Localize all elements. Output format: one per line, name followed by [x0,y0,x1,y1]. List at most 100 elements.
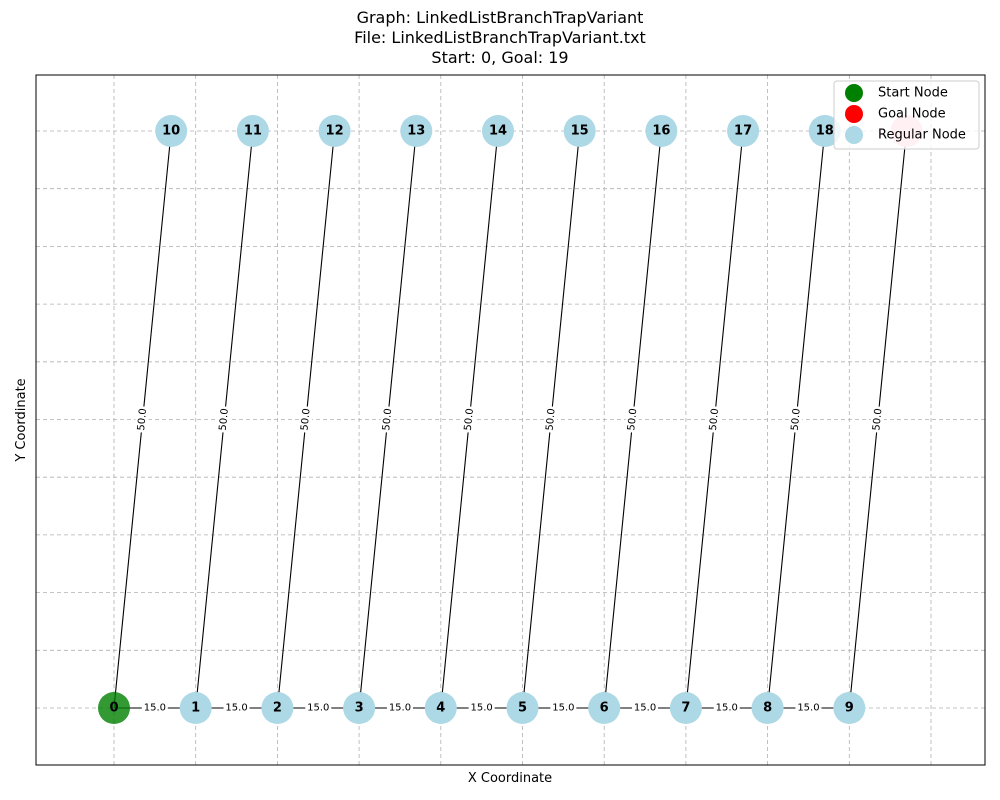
edge-weight-label: 50.0 [297,405,314,434]
edge-label-background [223,701,250,714]
node-5 [506,692,539,724]
node-label-17: 17 [734,124,752,139]
edge-weight-text: 15.0 [389,703,411,714]
edge-weight-label: 15.0 [141,701,168,714]
edge-weight-text: 15.0 [307,703,329,714]
edge-weight-label: 50.0 [542,405,559,434]
edge-label-background [468,701,495,714]
legend-marker [845,105,863,123]
edge-weight-text: 15.0 [225,703,247,714]
node-label-16: 16 [652,124,670,139]
node-label-5: 5 [518,701,527,716]
node-18 [808,115,841,147]
edge-label-background [134,405,150,434]
edge-weight-text: 50.0 [299,408,312,431]
edge-label-background [305,701,332,714]
edge-weight-text: 50.0 [218,408,231,431]
title-graph-name: Graph: LinkedListBranchTrapVariant [356,8,644,27]
node-17 [727,115,760,147]
edge-weight-text: 50.0 [381,408,394,431]
edge-label-background [141,701,168,714]
edge-weight-text: 15.0 [634,703,656,714]
edge-weight-label: 50.0 [869,405,886,434]
edge-weight-text: 15.0 [797,703,819,714]
edge-weight-text: 50.0 [708,408,721,431]
node-15 [563,115,596,147]
node-1 [179,692,212,724]
chart-title: Graph: LinkedListBranchTrapVariant File:… [0,8,1000,68]
title-start-goal: Start: 0, Goal: 19 [431,48,569,67]
grid-lines [36,75,985,765]
node-label-13: 13 [407,124,425,139]
node-label-8: 8 [763,701,772,716]
edge-label-background [386,701,413,714]
legend: Start Node Goal Node Regular Node [833,80,980,150]
edge-weight-label: 15.0 [468,701,495,714]
edge-weight-label: 15.0 [632,701,659,714]
edge-weight-label: 50.0 [624,405,641,434]
edge-weight-text: 50.0 [871,408,884,431]
node-7 [669,692,702,724]
node-label-14: 14 [489,124,507,139]
node-14 [481,115,514,147]
edge-label-background [297,405,314,434]
edge-label-background [869,405,886,434]
edge-label-background [379,405,395,434]
edge-weight-text: 15.0 [552,703,574,714]
node-label-18: 18 [816,124,834,139]
node-label-0: 0 [109,701,118,716]
edge-label-background [550,701,577,714]
node-label-7: 7 [681,701,690,716]
node-4 [424,692,457,724]
legend-marker [845,126,863,144]
node-11 [236,115,269,147]
edge-label-background [624,405,641,434]
edge-weight-text: 50.0 [626,408,639,431]
edge-weight-label: 50.0 [134,405,150,434]
legend-label: Regular Node [878,128,966,143]
edge-weight-label: 50.0 [706,405,722,434]
title-file-name: File: LinkedListBranchTrapVariant.txt [354,28,646,47]
y-axis-label: Y Coordinate [14,378,29,462]
node-label-2: 2 [273,701,282,716]
node-10 [155,115,188,147]
edge-label-background [461,405,477,434]
edge-label-background [713,701,740,714]
edge-weight-label: 15.0 [223,701,250,714]
edge-label-background [787,405,804,434]
edge-weight-label: 15.0 [795,701,822,714]
edge-weight-label: 15.0 [713,701,740,714]
edge-weight-label: 15.0 [386,701,413,714]
edge-weight-label: 50.0 [216,405,232,434]
legend-label: Goal Node [878,107,946,122]
node-label-9: 9 [845,701,854,716]
edges: 15.0 15.0 15.0 15.0 15.0 15.0 15.0 15.0 15.0 50.0… [113,130,908,714]
edge-label-background [706,405,722,434]
legend-marker [845,84,863,102]
edge-label-background [216,405,232,434]
node-label-11: 11 [244,124,262,139]
nodes: 0 1 2 3 4 5 6 7 8 910 11 12 13 14 15 16 17 18 [98,115,923,724]
edge-weight-label: 15.0 [550,701,577,714]
node-16 [645,115,678,147]
edge-weight-text: 50.0 [545,408,558,431]
node-label-4: 4 [436,701,445,716]
node-12 [318,115,351,147]
legend-label: Start Node [878,86,948,101]
node-label-10: 10 [162,124,180,139]
node-2 [261,692,294,724]
edge-label-background [542,405,559,434]
edge-weight-label: 50.0 [461,405,477,434]
node-label-15: 15 [571,124,589,139]
edge-weight-text: 50.0 [463,408,476,431]
edge-weight-text: 50.0 [790,408,803,431]
node-13 [400,115,433,147]
edge-weight-text: 15.0 [471,703,493,714]
node-9 [833,692,866,724]
node-6 [588,692,621,724]
node-label-1: 1 [191,701,200,716]
node-8 [751,692,784,724]
x-axis-label: X Coordinate [468,771,552,786]
edge-weight-text: 50.0 [136,408,149,431]
edge-label-background [632,701,659,714]
